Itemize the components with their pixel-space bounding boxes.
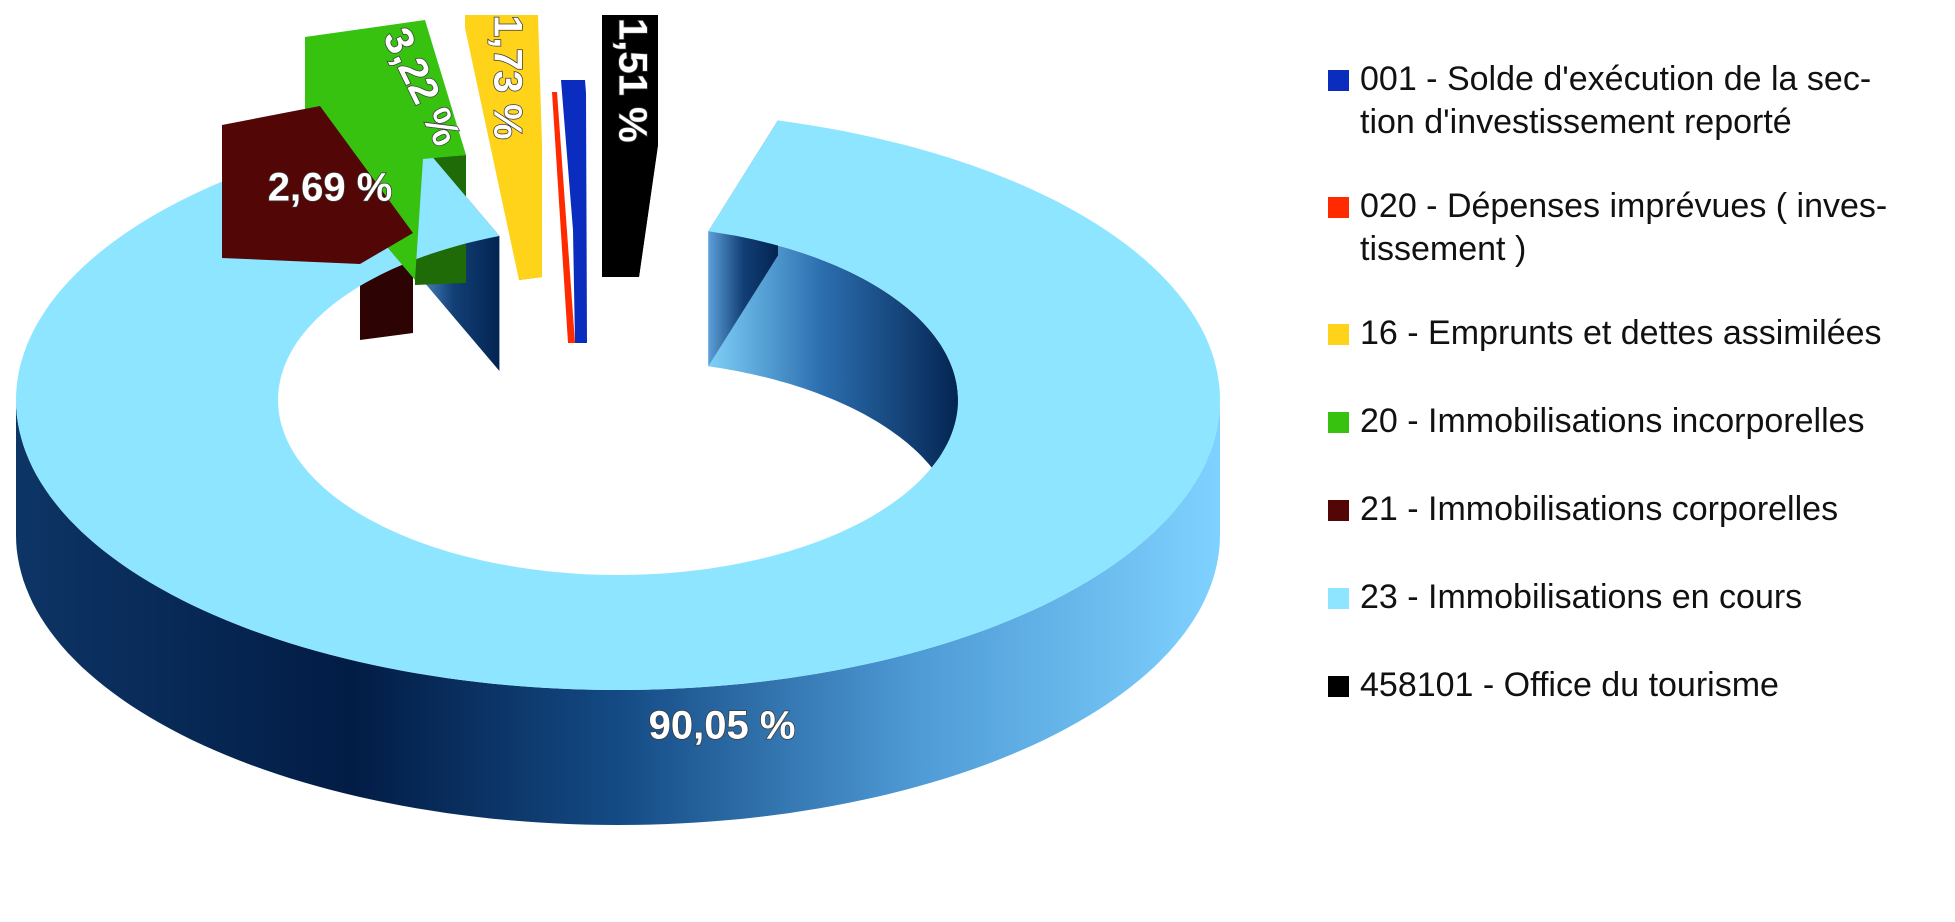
chart-legend: 001 - Solde d'exécution de la sec-tion d… <box>1328 58 1948 752</box>
legend-label: tion d'investissement reporté <box>1360 103 1792 141</box>
legend-item: 020 - Dépenses imprévues ( inves-tisseme… <box>1328 185 1948 271</box>
legend-label: 16 - Emprunts et dettes assimilées <box>1360 314 1882 352</box>
legend-label: 23 - Immobilisations en cours <box>1360 578 1803 616</box>
legend-swatch <box>1328 324 1349 345</box>
legend-item: 21 - Immobilisations corporelles <box>1328 488 1948 531</box>
legend-swatch <box>1328 70 1349 91</box>
legend-swatch <box>1328 676 1349 697</box>
slice-6-top <box>602 15 658 277</box>
legend-label: 20 - Immobilisations incorporelles <box>1360 402 1865 440</box>
legend-label: 21 - Immobilisations corporelles <box>1360 490 1839 528</box>
slice-2-top <box>465 15 542 280</box>
data-label-2: 1,73 % <box>485 15 529 140</box>
data-label-6: 1,51 % <box>610 18 654 143</box>
legend-item: 16 - Emprunts et dettes assimilées <box>1328 312 1948 355</box>
legend-item: 001 - Solde d'exécution de la sec-tion d… <box>1328 58 1948 144</box>
legend-swatch <box>1328 197 1349 218</box>
legend-swatch <box>1328 588 1349 609</box>
donut-inner-wall <box>708 231 958 536</box>
slice-3-top <box>305 20 466 280</box>
legend-label: 020 - Dépenses imprévues ( inves- <box>1360 187 1888 225</box>
legend-item: 23 - Immobilisations en cours <box>1328 576 1948 619</box>
donut-slice-23-top <box>16 120 1220 690</box>
legend-label: tissement ) <box>1360 230 1527 268</box>
slice-1-top <box>552 92 575 343</box>
data-label-5: 90,05 % <box>649 704 796 748</box>
legend-item: 20 - Immobilisations incorporelles <box>1328 400 1948 443</box>
slice-0-top <box>561 80 587 343</box>
legend-label: 458101 - Office du tourisme <box>1360 666 1779 704</box>
data-label-4: 2,69 % <box>268 166 393 210</box>
slice-4-top <box>222 106 413 264</box>
legend-label: 001 - Solde d'exécution de la sec- <box>1360 60 1872 98</box>
legend-swatch <box>1328 500 1349 521</box>
legend-swatch <box>1328 412 1349 433</box>
legend-item: 458101 - Office du tourisme <box>1328 664 1948 707</box>
donut-outer-wall <box>16 400 1220 825</box>
